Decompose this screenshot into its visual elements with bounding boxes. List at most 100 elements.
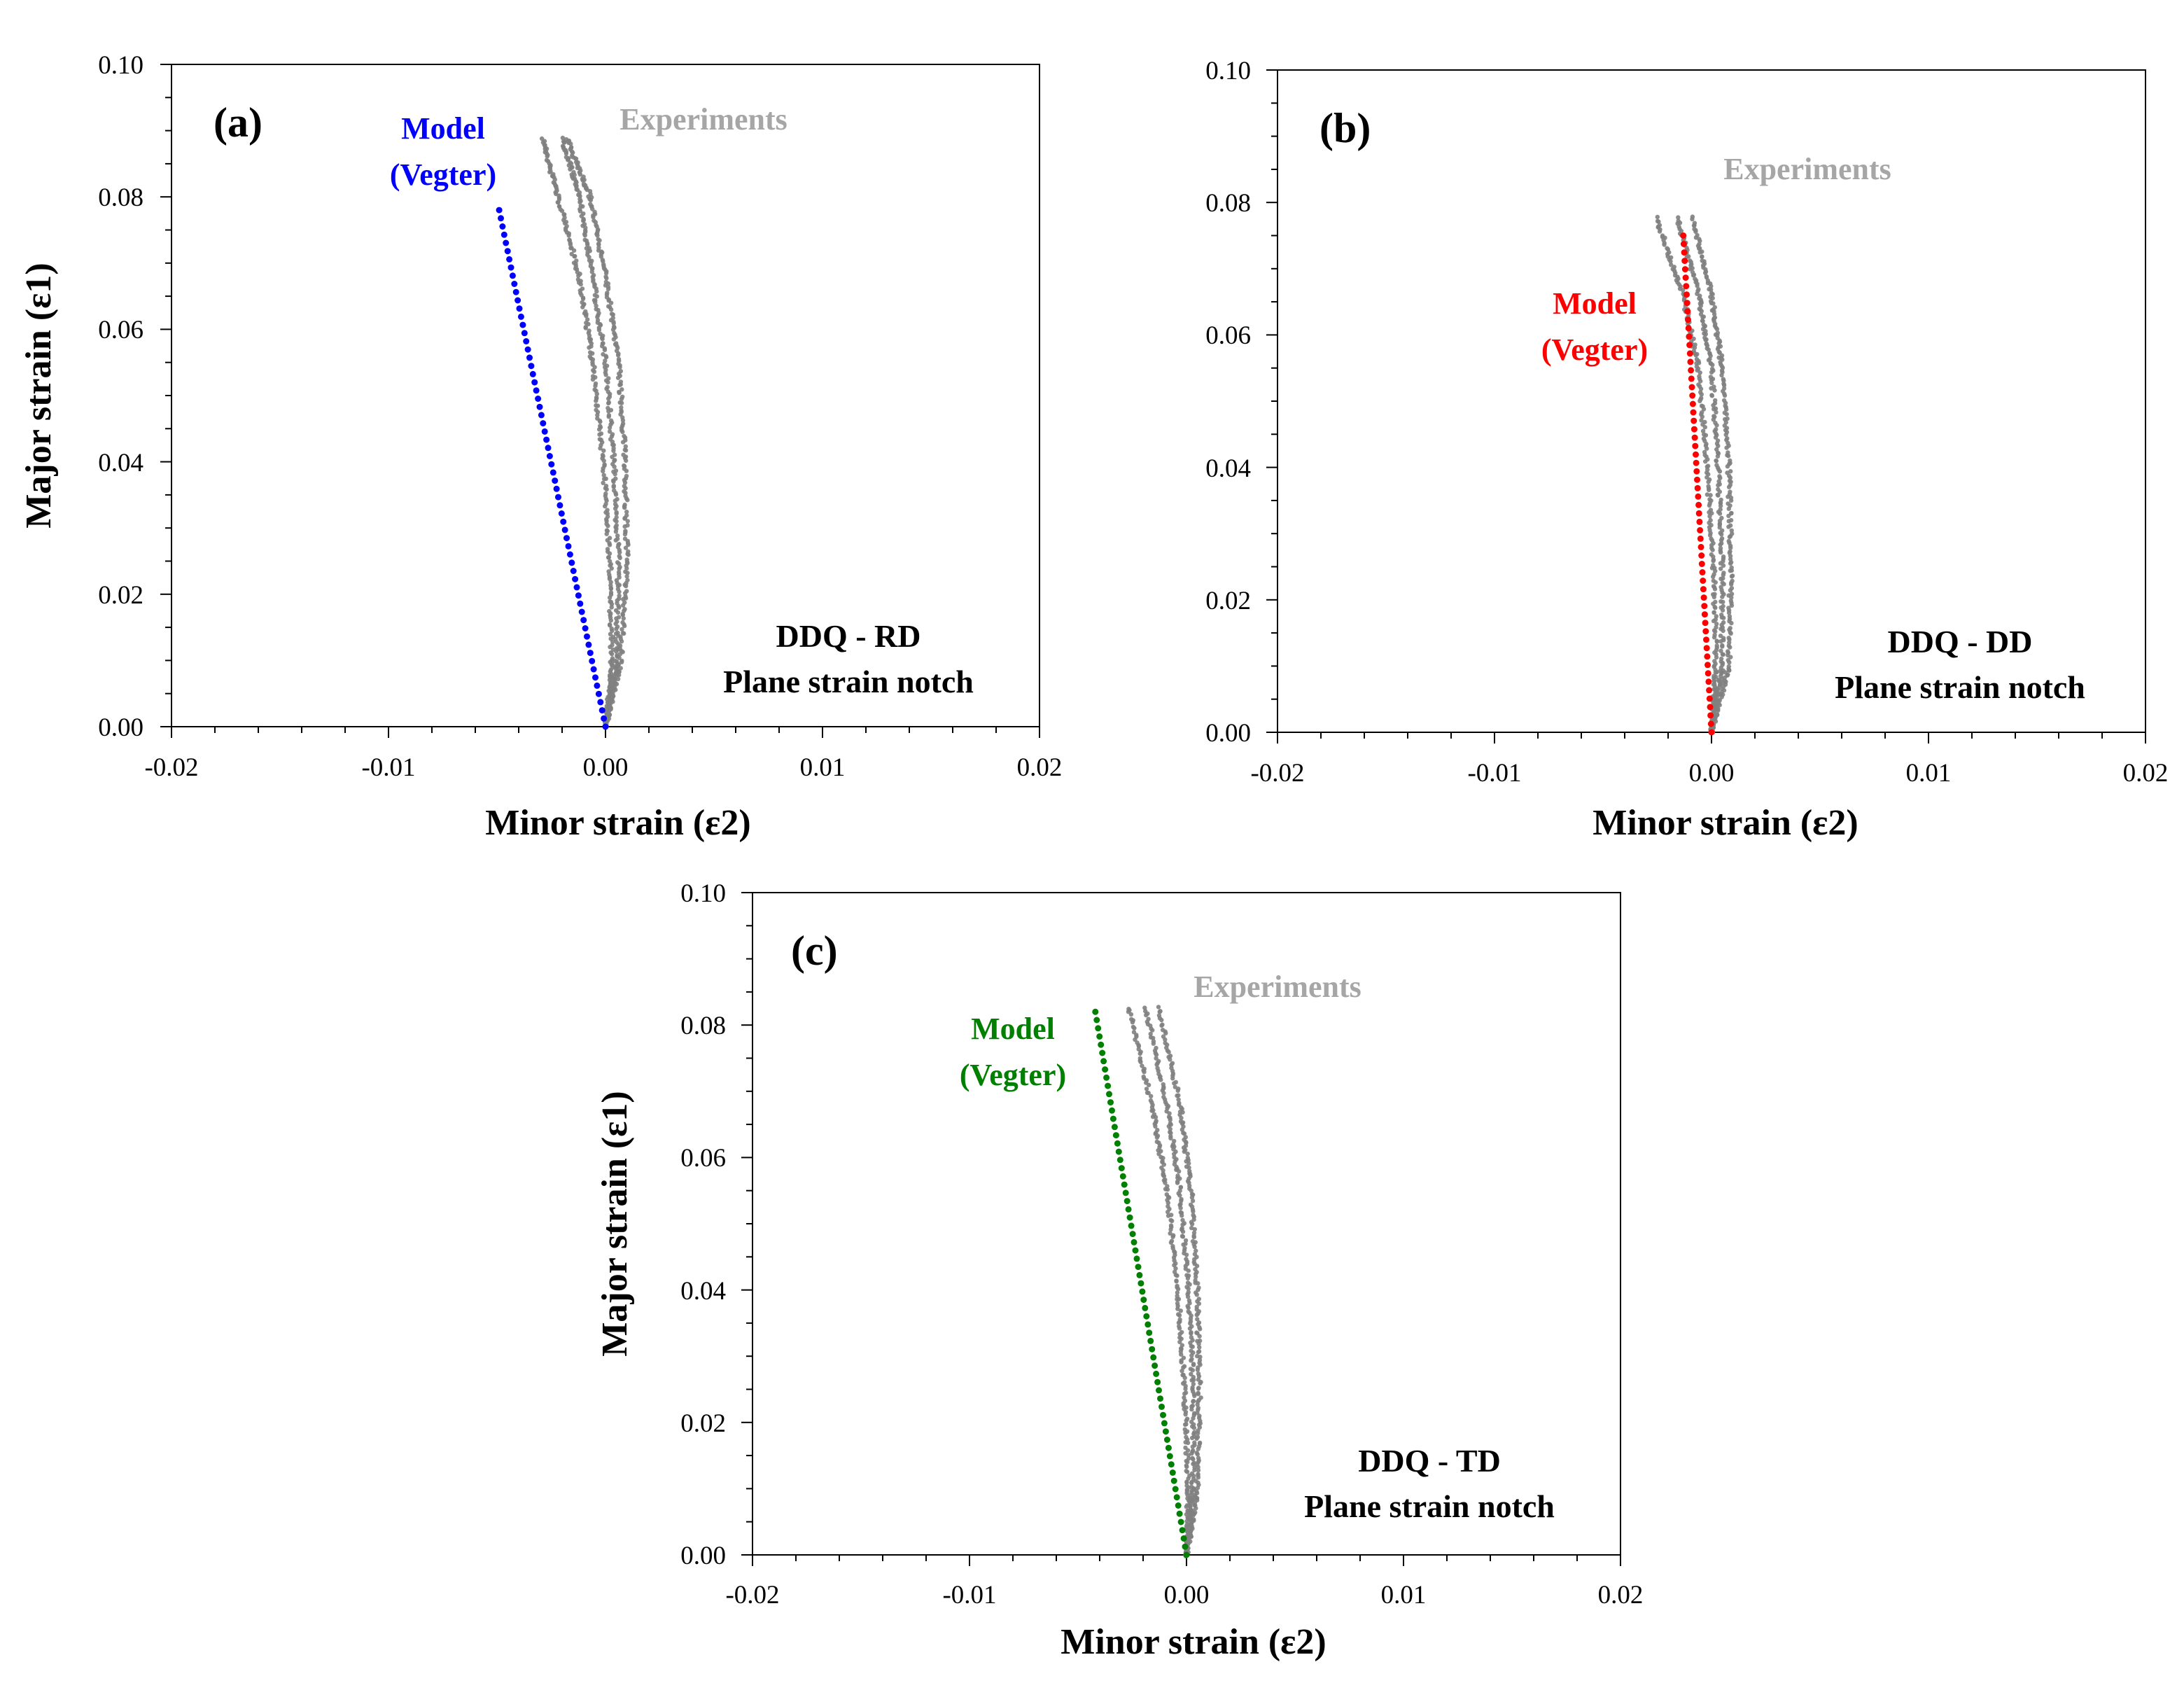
experiment-point xyxy=(1169,1213,1174,1217)
experiment-point xyxy=(621,452,626,457)
experiment-point xyxy=(1184,1273,1189,1278)
experiment-point xyxy=(1189,1330,1194,1335)
model-point xyxy=(506,256,513,263)
experiment-point xyxy=(1194,1451,1199,1455)
experiment-point xyxy=(1714,638,1719,643)
experiment-point xyxy=(1726,664,1731,669)
experiment-point xyxy=(1164,1192,1170,1197)
experiment-point xyxy=(1176,1097,1181,1102)
experiment-point xyxy=(1728,489,1732,494)
model-point xyxy=(601,715,608,722)
experiment-point xyxy=(607,608,612,614)
experiment-point xyxy=(615,630,620,636)
model-point xyxy=(540,420,547,427)
experiment-point xyxy=(1728,557,1733,562)
model-point xyxy=(1697,526,1704,533)
model-point xyxy=(1683,283,1690,290)
model-point xyxy=(1698,561,1705,567)
experiment-point xyxy=(1129,1017,1134,1022)
experiment-point xyxy=(1722,410,1727,415)
experiment-point xyxy=(606,716,612,721)
model-point xyxy=(543,436,550,443)
experiment-point xyxy=(571,169,576,175)
experiment-point xyxy=(1716,479,1721,484)
experiment-point xyxy=(581,181,587,186)
experiment-point xyxy=(1194,1330,1199,1335)
experiment-point xyxy=(1149,1094,1154,1099)
model-point xyxy=(528,363,535,370)
experiment-point xyxy=(622,463,626,468)
experiment-point xyxy=(610,432,615,437)
model-point xyxy=(1696,518,1703,525)
experiment-point xyxy=(622,536,628,541)
experiment-point xyxy=(1718,648,1723,653)
experiment-point xyxy=(1729,592,1735,596)
experiment-point xyxy=(614,523,619,528)
experiment-point xyxy=(1191,1362,1196,1367)
experiment-point xyxy=(591,272,596,278)
model-point xyxy=(1686,350,1693,357)
experiment-point xyxy=(1713,599,1718,604)
experiment-point xyxy=(624,509,629,515)
model-point xyxy=(1689,392,1696,399)
experiment-point xyxy=(1161,1094,1166,1100)
experiment-point xyxy=(1194,1489,1199,1494)
experiment-point xyxy=(607,704,612,709)
experiment-point xyxy=(1721,571,1726,575)
experiment-point xyxy=(1719,613,1724,617)
experiment-point xyxy=(1184,1468,1189,1474)
experiment-point xyxy=(578,203,583,209)
experiment-point xyxy=(1701,436,1707,441)
experiment-point xyxy=(1190,1508,1195,1513)
experiment-point xyxy=(1714,622,1719,627)
model-label-line2: (Vegter) xyxy=(1541,333,1648,367)
experiment-point xyxy=(1163,1040,1168,1046)
experiment-point xyxy=(615,676,621,682)
experiment-point xyxy=(612,458,617,463)
annotation-test: Plane strain notch xyxy=(1835,669,2085,705)
model-point xyxy=(533,387,540,394)
experiment-point xyxy=(1193,1266,1198,1272)
experiment-point xyxy=(1192,1430,1197,1435)
experiment-point xyxy=(1197,1357,1203,1363)
experiment-point xyxy=(1144,1090,1150,1096)
experiment-point xyxy=(623,594,628,599)
experiment-point xyxy=(1721,398,1727,403)
y-tick-label: 0.02 xyxy=(680,1409,726,1438)
model-point xyxy=(1690,417,1698,424)
experiment-point xyxy=(1154,1056,1158,1061)
experiment-point xyxy=(1152,1112,1157,1117)
experiment-point xyxy=(1175,1283,1180,1289)
experiment-point xyxy=(1178,1210,1184,1215)
experiment-point xyxy=(606,304,611,309)
model-point xyxy=(1702,620,1709,627)
model-point xyxy=(1694,476,1700,483)
experiment-point xyxy=(1189,1484,1194,1490)
model-point xyxy=(1146,1329,1153,1336)
experiment-point xyxy=(1163,1177,1168,1182)
model-point xyxy=(1098,1041,1105,1048)
y-tick-label: 0.00 xyxy=(1205,719,1251,748)
experiment-point xyxy=(1718,599,1723,604)
model-point xyxy=(1707,720,1714,727)
experiment-point xyxy=(581,174,586,179)
experiment-point xyxy=(1676,218,1681,223)
model-point xyxy=(1119,1173,1126,1180)
experiment-point xyxy=(601,351,606,357)
model-point xyxy=(1680,232,1687,239)
model-point xyxy=(1140,1297,1147,1304)
y-tick-label: 0.02 xyxy=(98,581,144,610)
experiment-point xyxy=(1711,584,1716,589)
experiment-point xyxy=(569,251,574,257)
experiment-point xyxy=(1713,406,1718,411)
experiment-point xyxy=(1196,1349,1202,1354)
experiment-point xyxy=(1729,565,1734,570)
annotation-material: DDQ - DD xyxy=(1888,624,2033,659)
experiment-point xyxy=(1192,1465,1197,1470)
model-point xyxy=(560,518,567,525)
experiment-point xyxy=(581,211,586,216)
model-point xyxy=(1157,1395,1163,1402)
experiment-point xyxy=(613,608,619,613)
experiment-point xyxy=(1154,1045,1158,1051)
experiment-point xyxy=(1161,1171,1166,1176)
